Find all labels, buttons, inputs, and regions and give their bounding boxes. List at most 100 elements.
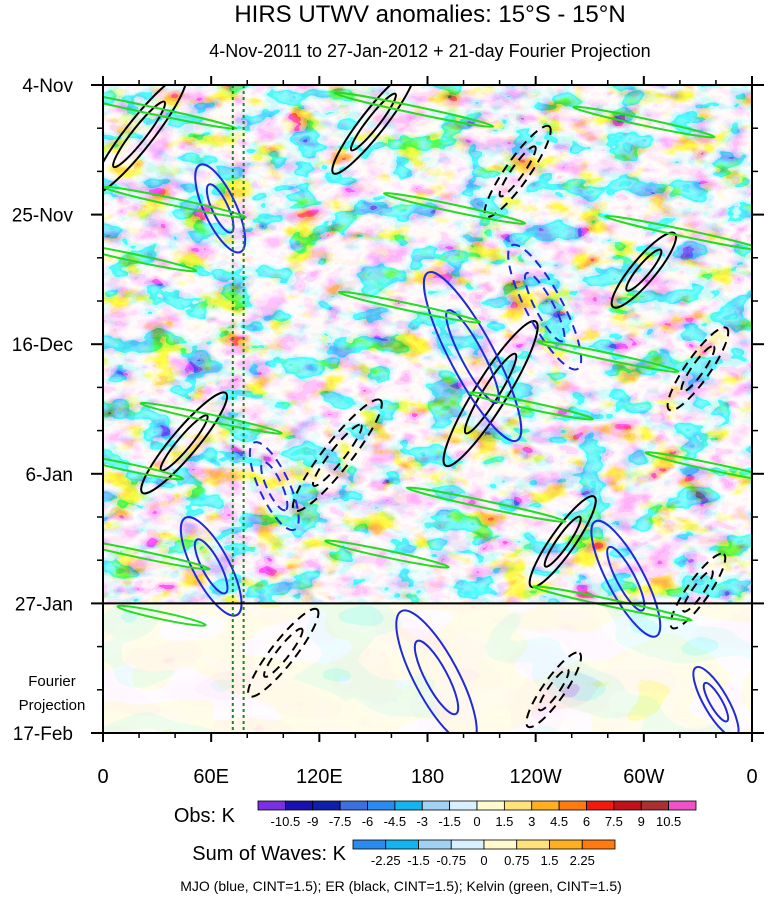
kelvin-contour-12 xyxy=(405,486,567,523)
er-contour-inner-0 xyxy=(112,100,167,169)
waves-swatch-3 xyxy=(450,839,485,850)
contour-legend-footer: MJO (blue, CINT=1.5); ER (black, CINT=1.… xyxy=(180,878,622,894)
obs-level-0: -10.5 xyxy=(271,814,301,829)
obs-swatch-12 xyxy=(586,800,615,811)
obs-swatch-13 xyxy=(613,800,642,811)
obs-swatch-7 xyxy=(449,800,478,811)
obs-level-13: 9 xyxy=(638,814,645,829)
waves-level-5: 1.5 xyxy=(540,853,558,868)
kelvin-contour-1 xyxy=(333,91,495,128)
chart-title: HIRS UTWV anomalies: 15°S - 15°N xyxy=(234,1,625,28)
x-tick-label-2: 120E xyxy=(296,766,343,788)
kelvin-contour-8 xyxy=(536,340,680,373)
kelvin-contour-17 xyxy=(116,604,207,627)
x-tick-label-4: 120W xyxy=(510,766,562,788)
waves-colorbar: -2.25 -1.5 -0.75 0 0.75 1.5 2.25 xyxy=(352,839,616,868)
obs-swatch-3 xyxy=(339,800,368,811)
mjo-contour-19 xyxy=(692,665,740,733)
x-tick-label-0: 0 xyxy=(97,766,108,788)
obs-swatch-4 xyxy=(367,800,396,811)
y-tick-label-2: 16-Dec xyxy=(12,335,73,356)
y-tick-label-1: 25-Nov xyxy=(12,206,74,227)
obs-level-4: -4.5 xyxy=(384,814,406,829)
obs-swatch-1 xyxy=(284,800,314,811)
mjo-contour-inner-19 xyxy=(702,681,730,723)
waves-level-4: 0.75 xyxy=(504,853,529,868)
mjo-contour-inner-12 xyxy=(205,183,235,234)
obs-swatch-0 xyxy=(257,800,286,811)
waves-swatch-2 xyxy=(418,839,452,850)
obs-level-9: 3 xyxy=(528,814,535,829)
er-contour-inner-5 xyxy=(463,352,518,435)
x-tick-label-6: 0 xyxy=(746,766,757,788)
obs-swatch-11 xyxy=(558,800,587,811)
obs-level-3: -6 xyxy=(362,814,374,829)
mjo-contour-inner-18 xyxy=(413,639,460,716)
kelvin-contour-13 xyxy=(644,451,752,485)
kelvin-contour-6 xyxy=(103,243,198,273)
obs-swatch-10 xyxy=(531,800,560,811)
er-contour-2 xyxy=(483,124,552,218)
er-contour-7 xyxy=(140,391,229,495)
waves-level-3: 0 xyxy=(480,853,487,868)
waves-colorbar-label: Sum of Waves: K xyxy=(192,843,346,865)
obs-swatch-9 xyxy=(503,800,533,811)
obs-level-14: 10.5 xyxy=(656,814,681,829)
waves-swatch-6 xyxy=(549,839,583,850)
er-contour-6 xyxy=(291,398,383,513)
mjo-contour-18 xyxy=(395,609,478,733)
mjo-contour-inner-15 xyxy=(260,461,289,512)
kelvin-contour-4 xyxy=(383,192,527,225)
x-tick-label-1: 60E xyxy=(193,766,229,788)
waves-level-1: -1.5 xyxy=(407,853,429,868)
kelvin-contour-11 xyxy=(103,454,184,481)
er-contour-9 xyxy=(669,552,727,630)
waves-swatch-5 xyxy=(516,839,550,850)
waves-level-2: -0.75 xyxy=(436,853,466,868)
obs-swatch-5 xyxy=(394,800,423,811)
kelvin-contour-0 xyxy=(103,89,238,130)
er-contour-4 xyxy=(666,326,730,412)
obs-level-2: -7.5 xyxy=(329,814,351,829)
er-contour-inner-2 xyxy=(498,145,537,198)
mjo-contour-13 xyxy=(422,271,523,443)
projection-field xyxy=(103,604,752,733)
obs-level-11: 6 xyxy=(583,814,590,829)
projection-label-line1: Fourier xyxy=(28,673,76,690)
obs-field xyxy=(103,85,752,604)
kelvin-contour-10 xyxy=(468,391,594,421)
mjo-contour-inner-17 xyxy=(193,538,229,595)
waves-swatch-7 xyxy=(581,839,616,850)
reference-lines xyxy=(231,85,245,733)
mjo-contour-14 xyxy=(507,243,583,371)
kelvin-contour-2 xyxy=(572,105,716,139)
kelvin-contour-16 xyxy=(531,585,693,622)
mjo-contour-inner-14 xyxy=(523,271,566,343)
y-tick-label-4: 27-Jan xyxy=(15,594,73,615)
obs-swatch-14 xyxy=(640,800,670,811)
obs-swatch-6 xyxy=(421,800,451,811)
kelvin-contour-14 xyxy=(103,537,211,571)
axes: 0 60E 120E 180 120W 60W 0 4-Nov 25-Nov 16-Dec 6-Ja… xyxy=(12,76,764,788)
obs-level-5: -3 xyxy=(416,814,428,829)
obs-level-10: 4.5 xyxy=(550,814,568,829)
x-tick-label-5: 60W xyxy=(623,766,664,788)
heatmap-field xyxy=(103,85,752,733)
chart-subtitle: 4-Nov-2011 to 27-Jan-2012 + 21-day Fouri… xyxy=(209,41,650,61)
kelvin-contour-3 xyxy=(103,185,247,219)
obs-swatch-8 xyxy=(476,800,505,811)
er-contour-10 xyxy=(247,607,320,698)
kelvin-contour-15 xyxy=(324,539,450,569)
mjo-contour-16 xyxy=(590,519,662,638)
mjo-contour-inner-16 xyxy=(606,545,646,612)
obs-colorbar-label: Obs: K xyxy=(174,805,236,827)
er-contour-inner-1 xyxy=(349,92,397,152)
obs-level-12: 7.5 xyxy=(605,814,623,829)
kelvin-contour-7 xyxy=(337,290,482,324)
er-contour-inner-10 xyxy=(263,627,304,678)
er-contour-inner-6 xyxy=(312,423,363,487)
waves-level-6: 2.25 xyxy=(570,853,595,868)
waves-level-0: -2.25 xyxy=(371,853,401,868)
y-tick-label-0: 4-Nov xyxy=(22,76,73,97)
